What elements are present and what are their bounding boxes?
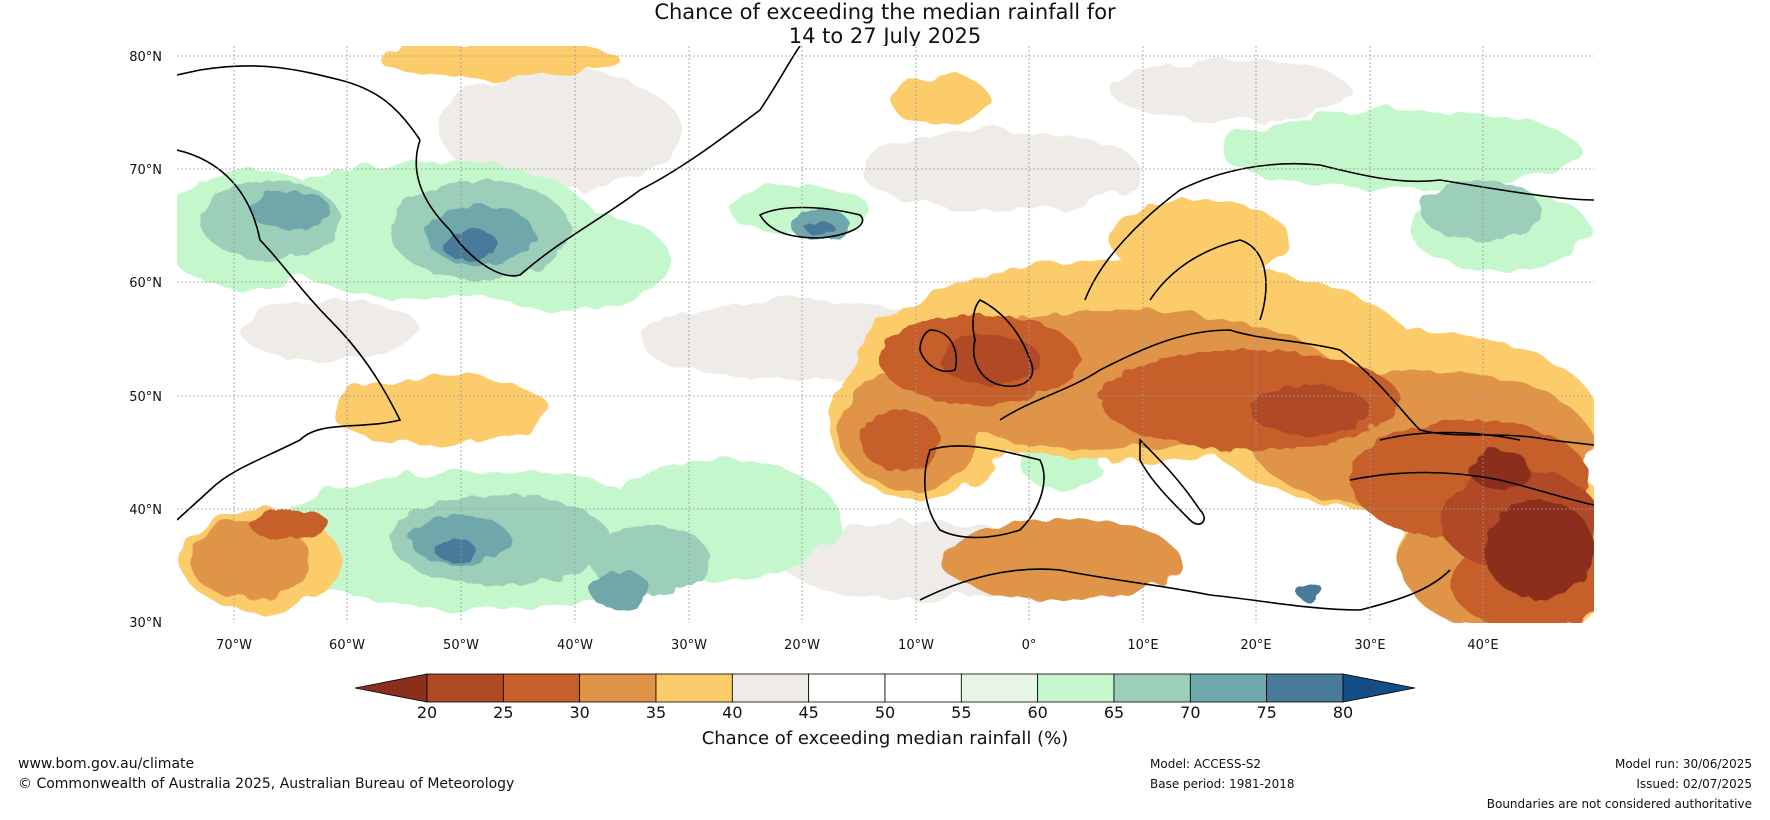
colorbar-ticks: 20 25 30 35 40 45 50 55 60 65 70 75 80: [417, 703, 1353, 722]
colorbar-tick-label: 45: [798, 703, 818, 722]
lon-label: 40°W: [557, 638, 593, 653]
colorbar-tick-label: 65: [1104, 703, 1124, 722]
colorbar-segment: [1189, 673, 1268, 703]
lon-label: 50°W: [443, 638, 479, 653]
colorbar-tick-label: 80: [1333, 703, 1353, 722]
map-title-line2: 14 to 27 July 2025: [788, 24, 982, 48]
map-title-line1: Chance of exceeding the median rainfall …: [654, 0, 1116, 24]
colorbar-tick-label: 20: [417, 703, 437, 722]
lon-label: 40°E: [1467, 638, 1498, 653]
map-title: Chance of exceeding the median rainfall …: [0, 0, 1770, 48]
colorbar-tick-label: 25: [493, 703, 513, 722]
colorbar-tick-label: 70: [1180, 703, 1200, 722]
footer-base-period: Base period: 1981-2018: [1150, 777, 1295, 791]
lat-label: 60°N: [129, 276, 162, 291]
rainfall-probability-field: [177, 46, 1594, 623]
lon-label: 20°W: [784, 638, 820, 653]
lat-label: 40°N: [129, 503, 162, 518]
latitude-labels: 80°N 70°N 60°N 50°N 40°N 30°N: [129, 50, 162, 631]
lon-label: 0°: [1022, 638, 1037, 653]
lat-label: 80°N: [129, 50, 162, 65]
footer-disclaimer: Boundaries are not considered authoritat…: [1487, 797, 1752, 811]
footer-url: www.bom.gov.au/climate: [18, 756, 194, 772]
colorbar-tick-label: 55: [951, 703, 971, 722]
colorbar-tick-label: 40: [722, 703, 742, 722]
colorbar-segment: [655, 673, 733, 703]
colorbar-tick-label: 60: [1027, 703, 1047, 722]
colorbar-tick-label: 30: [569, 703, 589, 722]
colorbar-extend-high: [1342, 673, 1416, 703]
lon-label: 30°E: [1354, 638, 1385, 653]
colorbar-segment: [808, 673, 886, 703]
lon-label: 20°E: [1240, 638, 1271, 653]
lon-label: 60°W: [329, 638, 365, 653]
lat-label: 70°N: [129, 163, 162, 178]
lon-label: 10°E: [1127, 638, 1158, 653]
colorbar-segment: [1113, 673, 1191, 703]
coastlines: [177, 46, 1594, 611]
colorbar: [354, 673, 1416, 703]
colorbar-segment: [579, 673, 657, 703]
footer-copyright: © Commonwealth of Australia 2025, Austra…: [18, 776, 514, 792]
colorbar-extend-low: [354, 673, 428, 703]
colorbar-segment: [1037, 673, 1115, 703]
colorbar-label: Chance of exceeding median rainfall (%): [702, 728, 1069, 749]
footer-issued: Issued: 02/07/2025: [1636, 777, 1752, 791]
footer-model: Model: ACCESS-S2: [1150, 757, 1261, 771]
lon-label: 30°W: [671, 638, 707, 653]
graticule: [177, 46, 1594, 623]
lat-label: 30°N: [129, 616, 162, 631]
colorbar-tick-label: 50: [875, 703, 895, 722]
colorbar-segment: [731, 673, 810, 703]
longitude-labels: 70°W 60°W 50°W 40°W 30°W 20°W 10°W 0° 10…: [216, 638, 1499, 653]
colorbar-segment: [1266, 673, 1344, 703]
colorbar-segment: [960, 673, 1039, 703]
colorbar-segment: [426, 673, 504, 703]
lon-label: 70°W: [216, 638, 252, 653]
colorbar-segment: [502, 673, 581, 703]
lon-label: 10°W: [898, 638, 934, 653]
lat-label: 50°N: [129, 390, 162, 405]
colorbar-tick-label: 35: [646, 703, 666, 722]
colorbar-tick-label: 75: [1256, 703, 1276, 722]
colorbar-segment: [884, 673, 962, 703]
footer-model-run: Model run: 30/06/2025: [1615, 757, 1752, 771]
